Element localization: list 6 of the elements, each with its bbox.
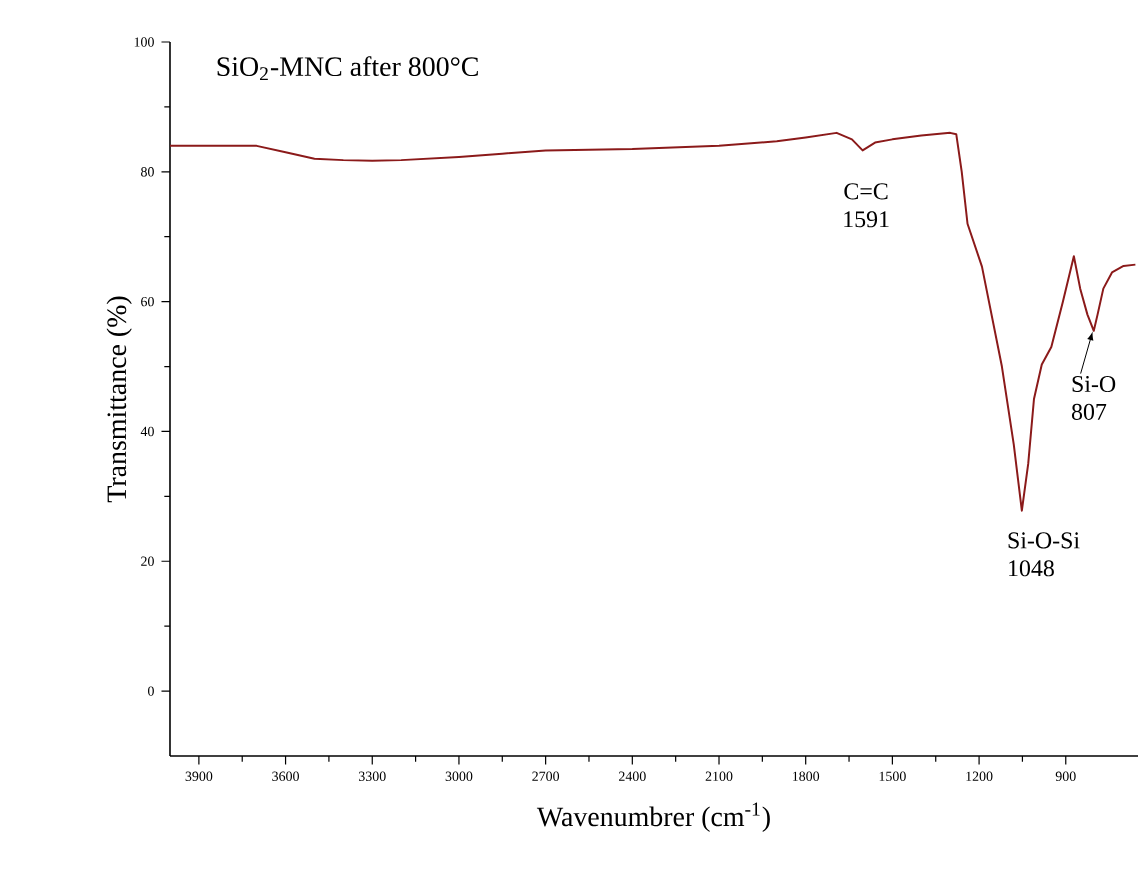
chart-title: SiO$_{2}$-MNC after 800°C [217, 56, 478, 81]
annotation: Si-O-Si 1048 [1008, 532, 1080, 577]
annotation: Si-O 807 [1071, 375, 1116, 420]
y-axis-title: Transmittance (%) [106, 296, 132, 503]
x-axis-title: Wavenumbrer (cm$^{-1}$) [536, 802, 770, 832]
annotation: C=C 1591 [844, 183, 889, 228]
